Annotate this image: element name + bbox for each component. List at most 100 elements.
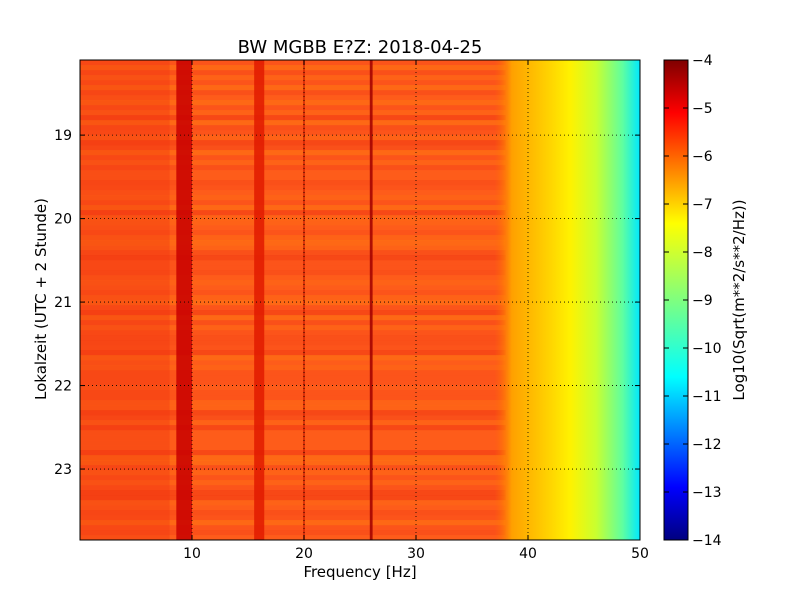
heatmap-cell: [80, 295, 506, 301]
heatmap-cell: [80, 320, 506, 326]
heatmap-bands: [80, 60, 506, 541]
heatmap-cell: [80, 180, 506, 186]
heatmap-cell: [80, 160, 506, 166]
spectral-line: [176, 60, 192, 540]
heatmap-cell: [80, 285, 506, 291]
heatmap-cell: [80, 135, 506, 141]
heatmap-cell: [80, 400, 506, 406]
heatmap-cell: [80, 200, 506, 206]
heatmap-cell: [80, 110, 506, 116]
heatmap-cell: [80, 510, 506, 516]
colorbar-tick-label: −4: [692, 53, 713, 69]
heatmap-cell: [80, 250, 506, 256]
heatmap-cell: [80, 145, 506, 151]
heatmap-cell: [80, 505, 506, 511]
heatmap-cell: [80, 245, 506, 251]
heatmap-cell: [80, 335, 506, 341]
heatmap-cell: [80, 300, 506, 306]
colorbar-tick-label: −10: [692, 341, 722, 357]
heatmap-cell: [80, 115, 506, 121]
heatmap-cell: [80, 150, 506, 156]
heatmap-cell: [80, 230, 506, 236]
heatmap-cell: [80, 340, 506, 346]
heatmap-cell: [80, 390, 506, 396]
heatmap-cell: [80, 485, 506, 491]
x-tick-label: 40: [519, 546, 537, 562]
x-tick-label: 10: [183, 546, 201, 562]
y-tick-label: 23: [54, 462, 72, 478]
heatmap-cell: [80, 440, 506, 446]
colorbar-label: Log10(Sqrt(m**2/s**2/Hz)): [730, 199, 748, 400]
heatmap-cell: [80, 465, 506, 471]
heatmap-low-frequency-region: [80, 60, 170, 540]
heatmap-cell: [80, 470, 506, 476]
heatmap-plot-area: [79, 59, 641, 541]
y-tick-label: 21: [54, 295, 72, 311]
heatmap-cell: [80, 455, 506, 461]
heatmap-cell: [80, 240, 506, 246]
y-axis-label: Lokalzeit (UTC + 2 Stunde): [32, 198, 50, 400]
colorbar: −4 −5 −6 −7 −8 −9 −10 −11 −12 −13 −14 Log10(Sqrt(m…: [663, 53, 748, 549]
heatmap-cell: [80, 95, 506, 101]
heatmap-cell: [80, 365, 506, 371]
colorbar-tick-label: −9: [692, 293, 713, 309]
colorbar-tick-label: −12: [692, 437, 722, 453]
heatmap-cell: [80, 495, 506, 501]
heatmap-cell: [80, 260, 506, 266]
heatmap-cell: [80, 325, 506, 331]
high-frequency-rolloff: [494, 60, 640, 540]
colorbar-tick-label: −8: [692, 245, 713, 261]
heatmap-cell: [80, 220, 506, 226]
y-axis-ticks: 19 20 21 22 23: [54, 128, 640, 478]
heatmap-cell: [80, 425, 506, 431]
x-tick-label: 50: [631, 546, 649, 562]
heatmap-cell: [80, 415, 506, 421]
heatmap-cell: [80, 305, 506, 311]
x-axis-label: Frequency [Hz]: [303, 563, 416, 581]
heatmap-cell: [80, 355, 506, 361]
colorbar-tick-label: −7: [692, 197, 713, 213]
heatmap-cell: [80, 500, 506, 506]
y-tick-label: 19: [54, 128, 72, 144]
x-tick-label: 30: [407, 546, 425, 562]
heatmap-cell: [80, 430, 506, 436]
heatmap-cell: [80, 265, 506, 271]
heatmap-cell: [80, 360, 506, 366]
spectral-line: [369, 60, 373, 540]
heatmap-cell: [80, 445, 506, 451]
heatmap-cell: [80, 195, 506, 201]
heatmap-cell: [80, 210, 506, 216]
heatmap-cell: [80, 70, 506, 76]
heatmap-cell: [80, 275, 506, 281]
heatmap-cell: [80, 280, 506, 286]
heatmap-cell: [80, 480, 506, 486]
heatmap-cell: [80, 525, 506, 531]
heatmap-cell: [80, 270, 506, 276]
heatmap-cell: [80, 225, 506, 231]
heatmap-cell: [80, 140, 506, 146]
heatmap-cell: [80, 370, 506, 376]
heatmap-cell: [80, 460, 506, 466]
colorbar-tick-label: −6: [692, 149, 713, 165]
chart-title: BW MGBB E?Z: 2018-04-25: [238, 37, 483, 58]
heatmap-cell: [80, 520, 506, 526]
heatmap-cell: [80, 290, 506, 296]
colorbar-tick-label: −14: [692, 533, 722, 549]
heatmap-cell: [80, 65, 506, 71]
colorbar-tick-label: −11: [692, 389, 722, 405]
heatmap-cell: [80, 405, 506, 411]
heatmap-cell: [80, 310, 506, 316]
heatmap-cell: [80, 120, 506, 126]
x-axis-ticks: 10 20 30 40 50: [183, 60, 649, 562]
heatmap-cell: [80, 185, 506, 191]
heatmap-cell: [80, 60, 506, 66]
heatmap-cell: [80, 410, 506, 416]
heatmap-cell: [80, 100, 506, 106]
heatmap-cell: [80, 85, 506, 91]
heatmap-cell: [80, 475, 506, 481]
heatmap-cell: [80, 80, 506, 86]
heatmap-cell: [80, 530, 506, 536]
colorbar-ticks: −4 −5 −6 −7 −8 −9 −10 −11 −12 −13 −14: [664, 53, 722, 549]
heatmap-cell: [80, 375, 506, 381]
